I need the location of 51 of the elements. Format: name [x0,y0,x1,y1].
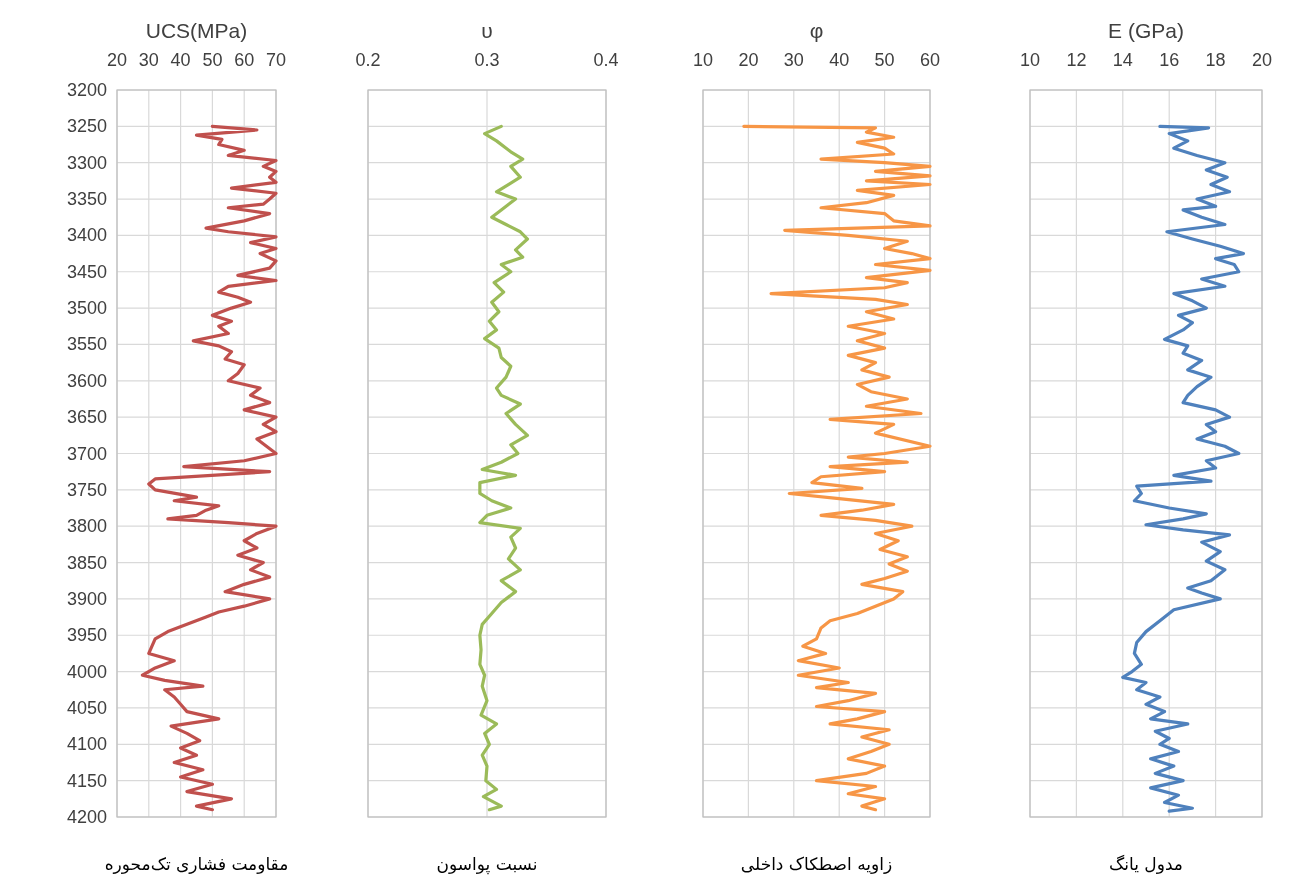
x-tick-label: 50 [874,50,895,70]
x-tick-label: 0.3 [474,50,500,70]
y-tick-label: 3800 [66,516,107,537]
x-tick-label: 30 [138,50,159,70]
y-tick-label: 3750 [66,479,107,500]
x-tick-label: 70 [265,50,287,70]
x-axis-title: E (GPa) [1108,19,1184,42]
y-tick-label: 4100 [66,734,107,755]
y-tick-label: 4150 [66,770,107,791]
x-tick-label: 0.2 [355,50,381,70]
x-tick-label: 60 [919,50,941,70]
x-tick-label: 16 [1159,50,1180,70]
x-tick-label: 50 [202,50,223,70]
y-tick-label: 3950 [66,625,107,646]
text: مدول یانگ [1109,854,1183,874]
y-tick-label: 3400 [66,225,107,246]
x-axis-title: υ [481,19,493,42]
text: نسبت پواسون [436,854,538,875]
x-tick-label: 14 [1112,50,1133,70]
y-tick-label: 4000 [66,661,107,682]
x-tick-label: 20 [106,50,128,70]
y-tick-label: 3300 [66,152,107,173]
x-tick-label: 12 [1066,50,1087,70]
y-tick-label: 3850 [66,552,107,573]
y-tick-label: 3900 [66,588,107,609]
line-series [140,124,278,812]
text: زاویه اصطکاک داخلی [740,854,893,874]
x-tick-label: 20 [738,50,759,70]
x-tick-label: 10 [692,50,714,70]
x-tick-label: 0.4 [593,50,619,70]
x-tick-label: 40 [829,50,850,70]
x-tick-label: 18 [1205,50,1226,70]
y-tick-label: 3600 [66,370,107,391]
y-tick-label: 3450 [66,261,107,282]
y-tick-label: 3550 [66,334,107,355]
x-tick-label: 40 [170,50,191,70]
x-axis-title: UCS(MPa) [145,19,248,42]
y-tick-label: 3700 [66,443,107,464]
y-tick-label: 4200 [66,807,107,827]
text: مقاومت فشاری تک‌محوره [104,854,289,874]
y-tick-label: 3250 [66,116,107,137]
x-axis-title: φ [809,19,824,42]
y-tick-label: 3500 [66,298,107,319]
x-tick-label: 20 [1251,50,1273,70]
x-tick-label: 30 [783,50,804,70]
y-tick-label: 4050 [66,697,107,718]
x-tick-label: 10 [1019,50,1041,70]
y-tick-label: 3650 [66,407,107,428]
x-tick-label: 60 [234,50,255,70]
y-tick-label: 3200 [66,80,107,100]
y-tick-label: 3350 [66,189,107,210]
